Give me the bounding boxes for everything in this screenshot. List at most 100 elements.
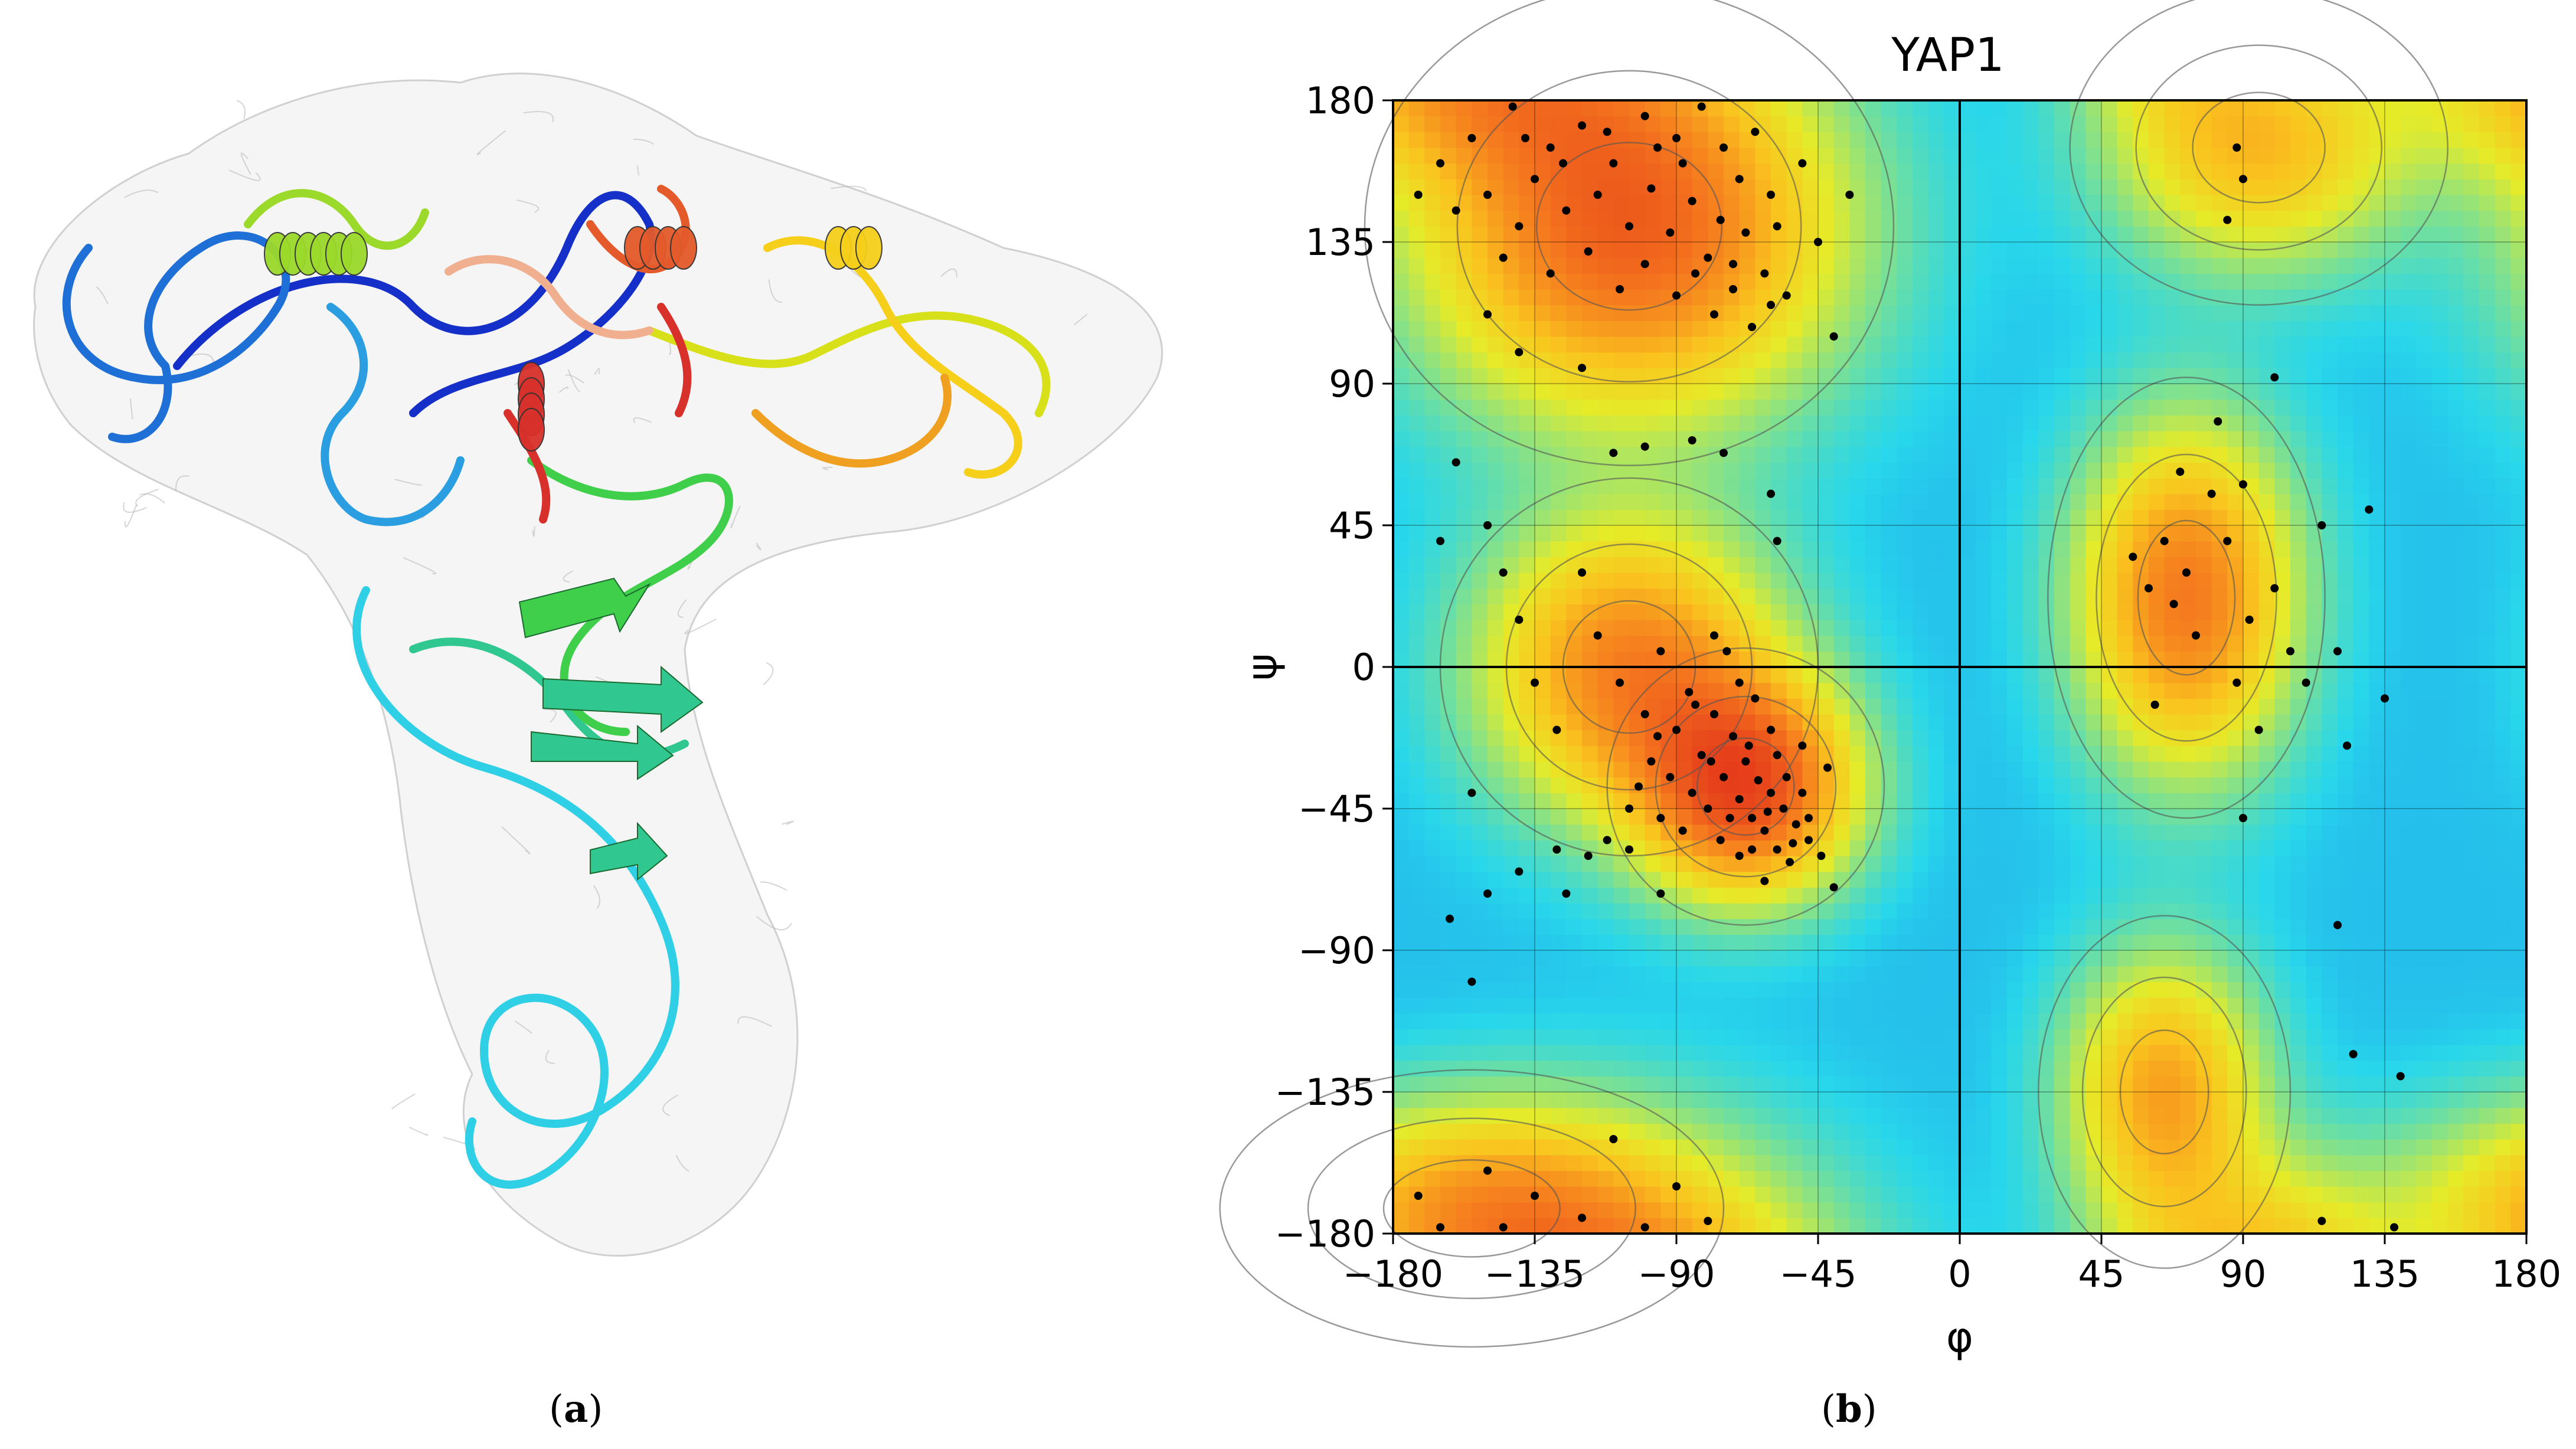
heatmap-cell — [1881, 588, 1897, 604]
heatmap-cell — [2400, 431, 2417, 447]
heatmap-cell — [2274, 493, 2291, 510]
heatmap-cell — [1676, 557, 1693, 573]
heatmap-cell — [2400, 620, 2417, 636]
heatmap-cell — [1881, 493, 1897, 510]
heatmap-cell — [1849, 1092, 1866, 1108]
heatmap-cell — [2133, 997, 2149, 1014]
heatmap-cell — [2274, 399, 2291, 416]
heatmap-cell — [1771, 368, 1787, 384]
heatmap-cell — [1519, 761, 1535, 778]
heatmap-cell — [1786, 982, 1803, 998]
heatmap-cell — [1566, 635, 1583, 652]
heatmap-cell — [1786, 1013, 1803, 1029]
heatmap-cell — [2258, 1013, 2275, 1029]
heatmap-cell — [2385, 195, 2401, 211]
heatmap-cell — [1960, 557, 1976, 573]
heatmap-cell — [2400, 918, 2417, 935]
heatmap-cell — [2211, 1029, 2228, 1045]
heatmap-cell — [2070, 777, 2086, 793]
heatmap-cell — [1960, 478, 1976, 495]
heatmap-cell — [1833, 698, 1850, 715]
heatmap-cell — [2164, 1060, 2181, 1077]
heatmap-cell — [1991, 604, 2008, 620]
heatmap-cell — [2243, 446, 2260, 463]
heatmap-cell — [1676, 1123, 1693, 1140]
molecular-surface — [33, 73, 1163, 1257]
heatmap-cell — [1739, 1107, 1756, 1124]
heatmap-cell — [2196, 179, 2212, 195]
heatmap-cell — [2243, 320, 2260, 337]
heatmap-cell — [1833, 399, 1850, 416]
heatmap-cell — [1676, 1107, 1693, 1124]
heatmap-cell — [1440, 982, 1457, 998]
heatmap-cell — [1424, 1139, 1441, 1156]
heatmap-cell — [2022, 840, 2039, 856]
heatmap-cell — [2306, 1092, 2322, 1108]
heatmap-cell — [2101, 809, 2118, 825]
heatmap-cell — [1944, 777, 1960, 793]
heatmap-cell — [2353, 1107, 2369, 1124]
heatmap-cell — [2070, 997, 2086, 1014]
heatmap-cell — [1991, 257, 2008, 274]
heatmap-cell — [1802, 399, 1819, 416]
heatmap-cell — [2022, 793, 2039, 809]
heatmap-cell — [2400, 761, 2417, 778]
heatmap-cell — [2196, 1013, 2212, 1029]
heatmap-cell — [1865, 1092, 1882, 1108]
heatmap-cell — [1991, 116, 2008, 132]
heatmap-cell — [2022, 856, 2039, 872]
heatmap-cell — [2353, 132, 2369, 148]
heatmap-cell — [1550, 777, 1567, 793]
heatmap-cell — [1488, 368, 1504, 384]
heatmap-cell — [1440, 179, 1457, 195]
heatmap-cell — [2117, 635, 2133, 652]
heatmap-cell — [1456, 651, 1472, 668]
heatmap-cell — [1944, 431, 1960, 447]
heatmap-cell — [2101, 305, 2118, 321]
heatmap-cell — [2101, 1107, 2118, 1124]
heatmap-cell — [2258, 840, 2275, 856]
heatmap-cell — [1802, 1045, 1819, 1061]
heatmap-cell — [1408, 148, 1425, 164]
heatmap-cell — [1503, 887, 1519, 904]
heatmap-cell — [1724, 982, 1740, 998]
heatmap-cell — [2164, 651, 2181, 668]
heatmap-cell — [2432, 1107, 2448, 1124]
heatmap-cell — [1613, 824, 1630, 840]
heatmap-cell — [1597, 336, 1614, 353]
heatmap-cell — [2054, 714, 2071, 731]
heatmap-cell — [1629, 179, 1646, 195]
heatmap-cell — [2432, 446, 2448, 463]
heatmap-cell — [2164, 163, 2181, 179]
heatmap-cell — [2258, 777, 2275, 793]
heatmap-cell — [2054, 1045, 2071, 1061]
heatmap-cell — [1944, 1076, 1960, 1093]
heatmap-cell — [1676, 336, 1693, 353]
heatmap-cell — [1818, 257, 1835, 274]
heatmap-cell — [2038, 840, 2055, 856]
heatmap-cell — [1928, 352, 1944, 368]
heatmap-cell — [2306, 918, 2322, 935]
heatmap-cell — [1550, 903, 1567, 920]
surface-mesh-line — [124, 504, 138, 528]
heatmap-cell — [2117, 368, 2133, 384]
heatmap-cell — [1582, 934, 1598, 951]
heatmap-cell — [2353, 635, 2369, 652]
heatmap-cell — [1944, 195, 1960, 211]
heatmap-cell — [2164, 257, 2181, 274]
heatmap-cell — [1440, 1186, 1457, 1203]
heatmap-cell — [1456, 918, 1472, 935]
heatmap-cell — [1676, 934, 1693, 951]
heatmap-cell — [2007, 1139, 2023, 1156]
heatmap-cell — [2133, 148, 2149, 164]
heatmap-cell — [2227, 1076, 2244, 1093]
heatmap-cell — [1456, 950, 1472, 967]
heatmap-cell — [2385, 557, 2401, 573]
heatmap-cell — [2369, 1029, 2385, 1045]
heatmap-cell — [1613, 1202, 1630, 1218]
heatmap-cell — [1550, 226, 1567, 243]
heatmap-cell — [1881, 1170, 1897, 1187]
heatmap-cell — [1881, 1029, 1897, 1045]
heatmap-cell — [2227, 714, 2244, 731]
heatmap-cell — [1393, 116, 1410, 132]
